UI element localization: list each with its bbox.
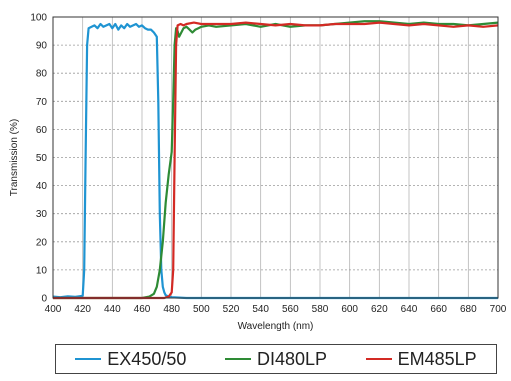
- legend-label: DI480LP: [256, 348, 328, 369]
- plot-frame: [52, 16, 499, 299]
- x-tick-label: 440: [104, 304, 121, 315]
- series-line-em485lp: [53, 21, 499, 300]
- legend: EX450/50 DI480LP EM485LP: [55, 344, 497, 374]
- y-tick-label: 100: [30, 13, 47, 24]
- x-tick-label: 540: [252, 304, 269, 315]
- x-tick-label: 680: [460, 304, 477, 315]
- legend-label: EM485LP: [397, 348, 477, 369]
- y-tick-label: 90: [36, 41, 48, 52]
- x-tick-label: 580: [312, 304, 329, 315]
- y-tick-label: 10: [36, 265, 48, 276]
- x-tick-label: 480: [163, 304, 180, 315]
- y-tick-label: 70: [36, 97, 48, 108]
- y-tick-label: 40: [36, 181, 48, 192]
- y-axis-title: Transmission (%): [9, 119, 20, 196]
- x-tick-label: 520: [223, 304, 240, 315]
- legend-item-di480lp: DI480LP: [224, 348, 328, 370]
- x-tick-label: 600: [341, 304, 358, 315]
- y-tick-label: 60: [36, 125, 48, 136]
- x-tick-label: 400: [45, 304, 62, 315]
- legend-item-ex450-50: EX450/50: [75, 349, 186, 370]
- x-tick-label: 620: [371, 304, 388, 315]
- y-tick-label: 0: [41, 294, 47, 305]
- y-tick-label: 50: [36, 153, 48, 164]
- y-tick-label: 30: [36, 209, 48, 220]
- x-tick-labels: 400 420 440 460 480 500 520 540 560 580 600 620 640 6…: [45, 304, 507, 315]
- x-tick-label: 460: [134, 304, 151, 315]
- series-layer: [52, 20, 499, 300]
- legend-swatch: [365, 358, 392, 360]
- legend-item-em485lp: EM485LP: [365, 348, 477, 370]
- x-tick-label: 640: [401, 304, 418, 315]
- x-axis-title: Wavelength (nm): [238, 321, 314, 332]
- x-tick-label: 500: [193, 304, 210, 315]
- legend-swatch: [224, 358, 251, 360]
- y-tick-label: 20: [36, 237, 48, 248]
- series-line-di480lp: [53, 20, 499, 300]
- x-tick-label: 660: [430, 304, 447, 315]
- y-tick-labels: 0 10 20 30 40 50 60 70 80 90 100: [30, 13, 47, 305]
- legend-label: EX450/50: [107, 348, 187, 369]
- transmission-chart: 400 420 440 460 480 500 520 540 560 580 600 620 640 6…: [9, 13, 507, 333]
- x-tick-label: 700: [490, 304, 507, 315]
- x-tick-label: 560: [282, 304, 299, 315]
- y-tick-label: 80: [36, 69, 48, 80]
- grid: [52, 16, 499, 299]
- series-line-ex450-50: [52, 22, 498, 300]
- legend-swatch: [75, 358, 102, 360]
- x-tick-label: 420: [74, 304, 91, 315]
